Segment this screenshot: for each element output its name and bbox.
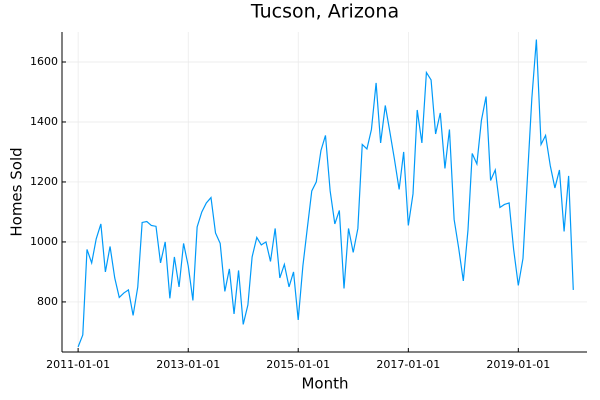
y-tick-label: 1400 [30, 115, 58, 128]
x-tick-label: 2019-01-01 [486, 358, 550, 371]
x-tick-label: 2013-01-01 [156, 358, 220, 371]
y-tick-label: 1600 [30, 55, 58, 68]
x-tick-label: 2017-01-01 [376, 358, 440, 371]
y-axis-label: Homes Sold [8, 147, 26, 236]
y-tick-label: 1200 [30, 175, 58, 188]
data-line [77, 39, 574, 348]
x-tick-label: 2015-01-01 [266, 358, 330, 371]
chart-title: Tucson, Arizona [250, 1, 399, 23]
y-tick-label: 800 [37, 295, 58, 308]
x-axis-label: Month [301, 375, 348, 393]
x-tick-label: 2011-01-01 [46, 358, 110, 371]
y-tick-label: 1000 [30, 235, 58, 248]
